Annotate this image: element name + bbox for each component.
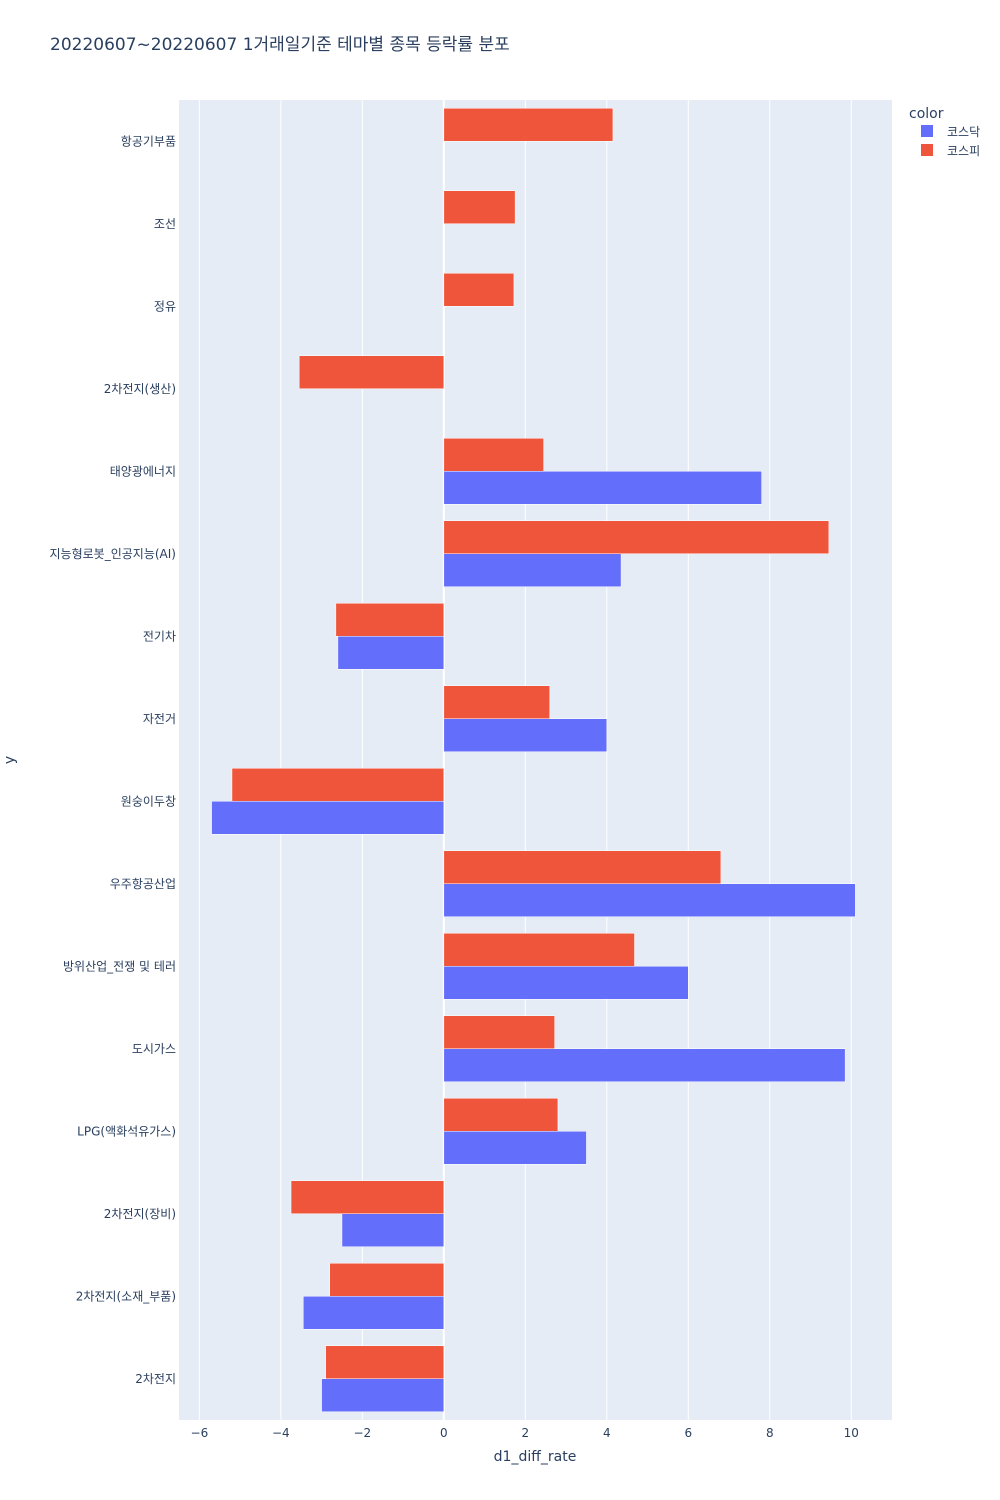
- legend-swatch-kosdaq[interactable]: [921, 125, 933, 137]
- y-tick-label: 자전거: [143, 712, 176, 726]
- bar-kosdaq: [211, 801, 445, 835]
- y-tick-label: 도시가스: [132, 1042, 176, 1056]
- y-tick-label: 2차전지(소재_부품): [76, 1289, 176, 1303]
- x-tick-label: 10: [844, 1426, 859, 1440]
- x-tick-label: 0: [440, 1426, 448, 1440]
- bar-kosdaq: [443, 1131, 587, 1165]
- bar-kosdaq: [443, 966, 689, 1000]
- bar-kospi: [443, 850, 722, 884]
- y-axis-title: y: [2, 756, 18, 764]
- bar-kospi: [325, 1345, 445, 1379]
- legend-title: color: [909, 106, 944, 122]
- bar-kospi: [443, 520, 830, 554]
- y-tick-label: 지능형로봇_인공지능(AI): [50, 547, 176, 561]
- x-tick-label: −4: [272, 1426, 290, 1440]
- bar-kospi: [443, 933, 635, 967]
- bar-kosdaq: [321, 1378, 445, 1412]
- legend-label-kosdaq[interactable]: 코스닥: [947, 125, 980, 139]
- bar-kospi: [443, 438, 544, 472]
- bar-kosdaq: [443, 883, 856, 917]
- legend-swatch-kospi[interactable]: [921, 144, 933, 156]
- y-tick-label: 태양광에너지: [110, 464, 176, 478]
- x-tick-label: 4: [603, 1426, 611, 1440]
- y-tick-label: 원숭이두창: [121, 794, 176, 808]
- x-tick-label: 2: [521, 1426, 529, 1440]
- x-tick-layer: −6 −4 −2 0 2 4 6 8 10: [191, 1426, 859, 1440]
- bar-kospi: [443, 1098, 559, 1132]
- y-tick-label: LPG(액화석유가스): [77, 1124, 176, 1138]
- x-tick-label: −2: [353, 1426, 371, 1440]
- bar-kospi: [290, 1180, 445, 1214]
- x-axis-title: d1_diff_rate: [494, 1449, 577, 1465]
- y-tick-label: 조선: [154, 217, 176, 231]
- y-tick-label: 2차전지: [135, 1372, 176, 1386]
- bar-kosdaq: [443, 471, 762, 505]
- y-tick-label: 2차전지(장비): [104, 1207, 176, 1221]
- legend-label-kospi[interactable]: 코스피: [947, 144, 980, 158]
- bar-kospi: [443, 685, 551, 719]
- bar-kospi: [443, 108, 614, 142]
- bar-kospi: [231, 768, 445, 802]
- bar-kospi: [329, 1263, 445, 1297]
- y-tick-label: 전기차: [143, 629, 176, 643]
- x-tick-label: 6: [684, 1426, 692, 1440]
- y-tick-label: 항공기부품: [121, 134, 176, 148]
- x-tick-label: −6: [191, 1426, 209, 1440]
- bar-kospi: [443, 1015, 555, 1049]
- bar-kosdaq: [443, 1048, 846, 1082]
- y-tick-label: 방위산업_전쟁 및 테러: [63, 959, 176, 973]
- chart-title: 20220607~20220607 1거래일기준 테마별 종목 등락률 분포: [50, 35, 510, 55]
- bar-kosdaq: [337, 636, 445, 670]
- y-tick-label: 우주항공산업: [110, 877, 176, 891]
- bar-kospi: [443, 190, 516, 224]
- bar-kospi: [298, 355, 445, 389]
- bar-kosdaq: [303, 1296, 445, 1330]
- bar-kosdaq: [341, 1213, 445, 1247]
- bar-kospi: [443, 273, 515, 307]
- bar-kospi: [335, 603, 445, 637]
- y-tick-label: 정유: [154, 299, 176, 313]
- bar-layer: [211, 108, 856, 1412]
- plot-background: [179, 100, 892, 1420]
- bar-kosdaq: [443, 718, 608, 752]
- y-tick-label: 2차전지(생산): [104, 382, 176, 396]
- bar-kosdaq: [443, 553, 622, 587]
- x-tick-label: 8: [766, 1426, 774, 1440]
